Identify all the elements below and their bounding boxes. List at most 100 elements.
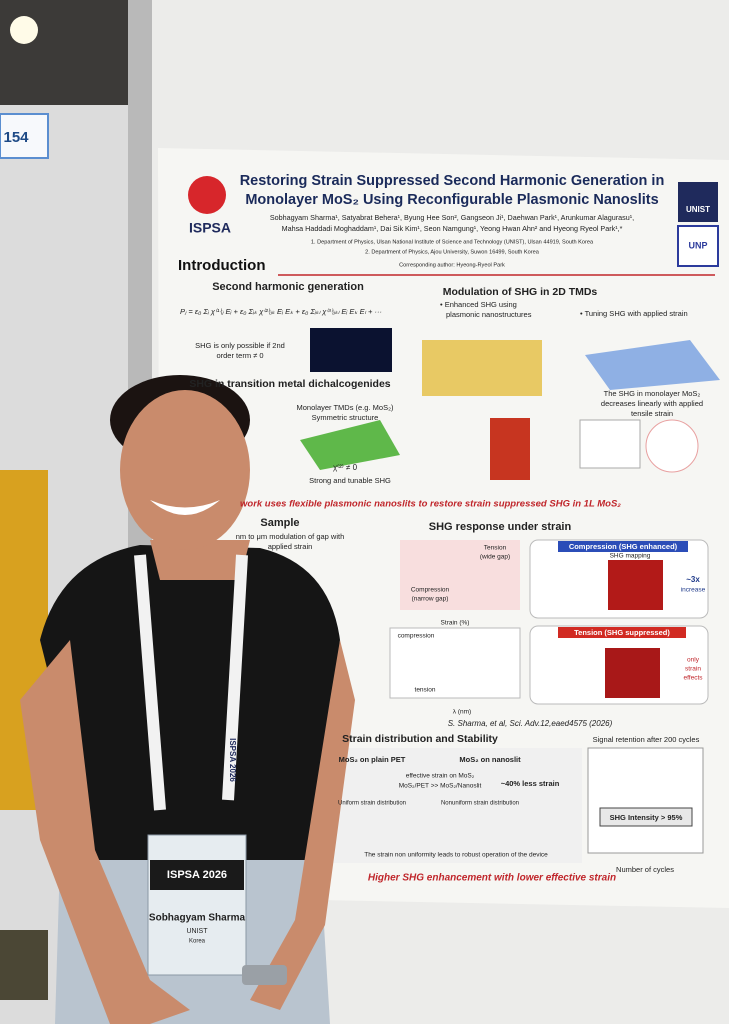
caption: applied strain: [268, 542, 313, 551]
affiliation: 1. Department of Physics, Ulsan National…: [311, 239, 594, 245]
axis-label: Number of cycles: [616, 865, 674, 874]
label: SHG Intensity > 95%: [610, 813, 683, 822]
ratio-plot: [400, 540, 520, 610]
subheading: Second harmonic generation: [212, 281, 364, 293]
poster-title: Restoring Strain Suppressed Second Harmo…: [240, 173, 665, 189]
logo-ispsa: [188, 176, 226, 214]
spectra-plot: [389, 627, 521, 699]
equation: Pⱼ = ε₀ Σᵢ χ⁽¹⁾ᵢⱼ Eᵢ + ε₀ Σᵢₖ χ⁽²⁾ᵢⱼₖ Eᵢ…: [180, 307, 382, 316]
label: Nonuniform strain distribution: [441, 801, 519, 807]
authors: Mahsa Haddadi Moghaddam¹, Dai Sik Kim¹, …: [282, 224, 623, 233]
logo-text: UNIST: [686, 205, 710, 214]
bullet: • Tuning SHG with applied strain: [580, 309, 688, 318]
note: tensile strain: [631, 409, 673, 418]
neck: [150, 540, 250, 580]
label: only: [687, 657, 700, 664]
section-heading: Introduction: [178, 257, 265, 274]
shg-map-compression: [608, 560, 663, 610]
booth-sign: [0, 113, 49, 159]
label: Symmetric structure: [312, 413, 379, 422]
label: χ⁽²⁾ ≠ 0: [333, 463, 358, 472]
section-heading: SHG response under strain: [429, 521, 572, 533]
retention-plot: [587, 747, 704, 854]
field-map: [490, 418, 530, 480]
lamp: [10, 16, 38, 44]
axis-label: (narrow gap): [412, 596, 449, 603]
axis-label: tension: [415, 687, 436, 694]
ceiling: [0, 0, 135, 105]
watch: [242, 965, 287, 985]
axis-label: compression: [398, 633, 435, 640]
label: MoS₂/PET >> MoS₂/Nanoslit: [399, 783, 482, 790]
badge-affiliation: UNIST: [187, 928, 209, 935]
note: order term ≠ 0: [216, 351, 263, 360]
section-heading: Sample: [260, 517, 299, 529]
authors: Sobhagyam Sharma¹, Satyabrat Behera¹, By…: [270, 213, 634, 222]
logo-unp: [677, 225, 719, 267]
axis-label: Compression: [411, 587, 450, 594]
bullet: • Enhanced SHG using: [440, 300, 517, 309]
shg-image: [310, 328, 392, 372]
badge: [147, 834, 247, 976]
bullet: plasmonic nanostructures: [446, 310, 532, 319]
smile: [150, 500, 220, 515]
axis-label: (wide gap): [480, 554, 510, 561]
label: ~40% less strain: [501, 779, 560, 788]
booth-number: 154: [3, 129, 29, 146]
axis-label: Tension: [484, 545, 507, 552]
axis-label: Strain (%): [441, 620, 470, 627]
conclusion: Higher SHG enhancement with lower effect…: [368, 873, 616, 884]
shg-map-tension: [605, 648, 660, 698]
lattice: [300, 420, 400, 470]
label: effective strain on MoS₂: [406, 773, 475, 780]
intensity-box: [599, 807, 693, 827]
shg-spectra: [579, 419, 641, 469]
label: strain: [685, 666, 701, 673]
badge-event: ISPSA 2026: [167, 869, 227, 881]
label: Monolayer TMDs (e.g. MoS₂): [297, 403, 394, 412]
nanostructure-figure: [422, 340, 542, 396]
axis-label: λ (nm): [453, 709, 471, 716]
label: Strong and tunable SHG: [309, 476, 391, 485]
tension-banner: [558, 627, 686, 638]
badge-name: Sobhagyam Sharma: [149, 913, 246, 924]
strain-figure: [585, 340, 720, 390]
label: MoS₂ on nanoslit: [459, 755, 521, 764]
label: increase: [681, 587, 706, 594]
lanyard-text: ISPSA 2026: [228, 738, 237, 782]
label: The strain non uniformity leads to robus…: [364, 852, 548, 859]
label: effects: [683, 675, 703, 682]
goal: work uses flexible plasmonic nanoslits t…: [240, 499, 621, 510]
polar-plot: [645, 419, 699, 473]
badge-country: Korea: [189, 939, 206, 945]
face: [120, 390, 250, 550]
left-arm: [20, 640, 190, 1024]
label: ~3x: [686, 575, 700, 584]
banner: Compression (SHG enhanced): [569, 542, 678, 551]
subheading: Modulation of SHG in 2D TMDs: [443, 286, 598, 298]
compression-banner: [558, 541, 688, 552]
lanyard: [134, 554, 248, 811]
corresponding: Corresponding author: Hyeong-Ryeol Park: [399, 262, 505, 268]
bag: [0, 930, 48, 1000]
label: SHG mapping: [610, 553, 651, 560]
logo-text: ISPSA: [189, 220, 231, 236]
label: MoS₂ on plain PET: [339, 755, 406, 764]
poster-title: Monolayer MoS₂ Using Reconfigurable Plas…: [245, 192, 658, 208]
note: The SHG in monolayer MoS₂: [604, 389, 701, 398]
strain-panel: [332, 748, 582, 863]
label: Uniform strain distribution: [338, 801, 406, 807]
subheading: SHG in transition metal dichalcogenides: [189, 378, 390, 390]
shirt: [40, 545, 340, 880]
reference: S. Sharma, et al, Sci. Adv.12,eaed4575 (…: [448, 719, 613, 728]
badge-band: [150, 860, 244, 890]
affiliation: 2. Department of Physics, Ajou Universit…: [365, 249, 540, 255]
caption: nm to μm modulation of gap with: [236, 532, 345, 541]
right-arm: [250, 640, 355, 1010]
logo-text: UNP: [688, 240, 707, 250]
note: decreases linearly with applied: [601, 399, 703, 408]
logo-unist: [678, 182, 718, 222]
section-heading: Strain distribution and Stability: [342, 733, 498, 745]
